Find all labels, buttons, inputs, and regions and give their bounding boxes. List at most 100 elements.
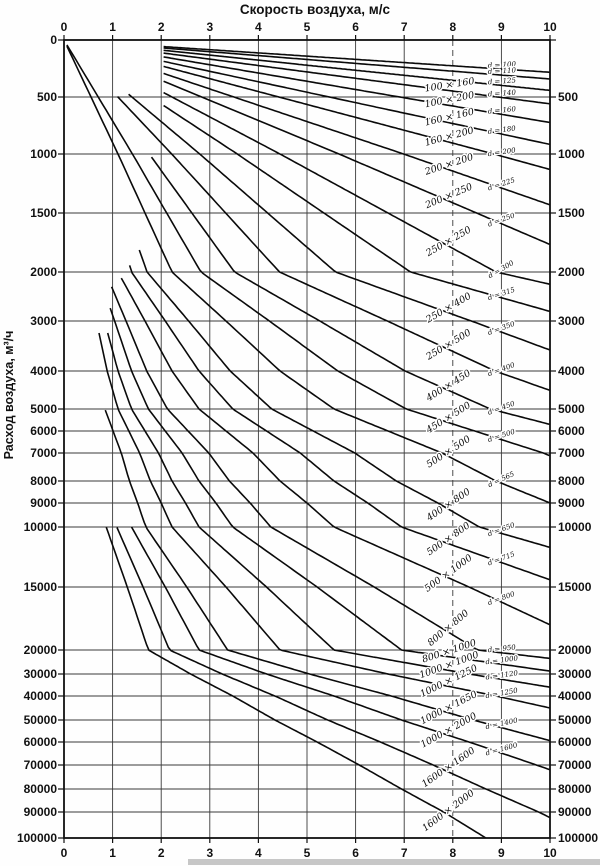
y-axis-tick-label-right: 9000 — [558, 496, 585, 510]
y-axis-tick-label-left: 1000 — [30, 147, 57, 161]
x-axis-tick-label-bottom: 6 — [352, 846, 359, 860]
y-axis-tick-label-left: 500 — [37, 90, 57, 104]
y-axis-tick-label-right: 30000 — [558, 667, 592, 681]
x-axis-tick-label-bottom: 7 — [401, 846, 408, 860]
duct-line-8 — [163, 80, 551, 246]
y-axis-tick-label-right: 8000 — [558, 474, 585, 488]
x-axis-tick-label-top: 6 — [352, 20, 359, 34]
y-axis-tick-label-left: 80000 — [24, 782, 58, 796]
duct-line-16 — [138, 249, 551, 549]
y-axis-tick-label-left: 6000 — [30, 424, 57, 438]
y-axis-tick-label-right: 1000 — [558, 147, 585, 161]
y-axis-tick-label-right: 10000 — [558, 520, 592, 534]
duct-line-7 — [163, 72, 551, 206]
y-axis-tick-label-right: 15000 — [558, 580, 592, 594]
rect-duct-size-label: 160 × 160 — [424, 106, 475, 128]
x-axis-tick-label-top: 0 — [61, 20, 68, 34]
y-axis-tick-label-left: 0 — [50, 33, 57, 47]
y-axis-tick-label-left: 90000 — [24, 805, 58, 819]
y-axis-tick-label-right: 100000 — [558, 831, 598, 845]
duct-line-3 — [163, 52, 551, 105]
duct-line-12 — [116, 96, 551, 392]
y-axis-tick-label-right: 3000 — [558, 314, 585, 328]
rect-duct-size-label: 400 × 450 — [424, 368, 473, 404]
rect-duct-size-label: 500 × 1000 — [423, 553, 475, 595]
x-axis-tick-label-top: 4 — [255, 20, 262, 34]
duct-line-5 — [163, 60, 551, 146]
y-axis-tick-label-right: 70000 — [558, 758, 592, 772]
duct-line-14 — [66, 44, 551, 457]
x-axis-tick-label-top: 3 — [206, 20, 213, 34]
duct-line-10 — [163, 104, 551, 313]
y-axis-tick-label-left: 30000 — [24, 667, 58, 681]
rect-duct-size-label: 1600 × 1600 — [420, 745, 477, 790]
rect-duct-size-label: 200 × 200 — [423, 152, 475, 178]
x-axis-tick-label-bottom: 3 — [206, 846, 213, 860]
duct-line-0 — [163, 45, 551, 74]
duct-line-24 — [130, 526, 551, 771]
x-axis-tick-label-bottom: 1 — [109, 846, 116, 860]
diameter-label: d = 140 — [488, 89, 517, 99]
y-axis-tick-label-right: 80000 — [558, 782, 592, 796]
scan-artifact-bar — [188, 859, 600, 865]
duct-line-17 — [128, 265, 551, 581]
y-axis-tick-label-right: 2000 — [558, 265, 585, 279]
duct-line-21 — [106, 332, 551, 688]
duct-line-2 — [163, 49, 551, 92]
y-axis-tick-label-right: 40000 — [558, 689, 592, 703]
y-axis-tick-label-left: 20000 — [24, 643, 58, 657]
x-axis-tick-label-bottom: 8 — [449, 846, 456, 860]
duct-line-22 — [98, 332, 551, 709]
duct-line-4 — [163, 56, 551, 124]
y-axis-tick-label-left: 40000 — [24, 689, 58, 703]
y-axis-tick-label-right: 7000 — [558, 446, 585, 460]
diameter-label: d = 160 — [487, 105, 516, 115]
x-axis-tick-label-bottom: 9 — [498, 846, 505, 860]
duct-line-23 — [104, 409, 551, 742]
diameter-label: d = 125 — [488, 76, 517, 86]
x-axis-tick-label-top: 5 — [304, 20, 311, 34]
y-axis-tick-label-left: 3000 — [30, 314, 57, 328]
y-axis-tick-label-left: 100000 — [17, 831, 57, 845]
rect-duct-size-label: 200 × 250 — [423, 181, 474, 211]
x-axis-tick-label-bottom: 5 — [304, 846, 311, 860]
duct-line-13 — [150, 156, 551, 426]
x-axis-tick-label-top: 7 — [401, 20, 408, 34]
y-axis-title: Расход воздуха, м³/ч — [2, 331, 16, 460]
x-axis-tick-label-top: 2 — [158, 20, 165, 34]
y-axis-tick-label-left: 4000 — [30, 364, 57, 378]
y-axis-tick-label-left: 1500 — [30, 206, 57, 220]
x-axis-tick-label-top: 10 — [543, 20, 557, 34]
y-axis-tick-label-left: 70000 — [24, 758, 58, 772]
y-axis-tick-label-right: 4000 — [558, 364, 585, 378]
duct-line-9 — [163, 91, 551, 286]
x-axis-tick-label-top: 9 — [498, 20, 505, 34]
x-axis-tick-label-bottom: 2 — [158, 846, 165, 860]
rect-duct-size-label: 500 × 800 — [425, 520, 472, 558]
duct-line-26 — [105, 527, 487, 839]
y-axis-tick-label-right: 50000 — [558, 713, 592, 727]
y-axis-tick-label-left: 5000 — [30, 402, 57, 416]
diameter-label: d = 950 — [487, 643, 516, 654]
duct-line-6 — [163, 65, 551, 171]
duct-line-1 — [163, 47, 551, 80]
x-axis-tick-label-top: 1 — [109, 20, 116, 34]
y-axis-tick-label-left: 2000 — [30, 265, 57, 279]
duct-line-19 — [110, 286, 551, 660]
duct-line-15 — [66, 45, 551, 504]
y-axis-tick-label-right: 60000 — [558, 735, 592, 749]
y-axis-tick-label-left: 9000 — [30, 496, 57, 510]
x-axis-tick-label-bottom: 4 — [255, 846, 262, 860]
diameter-label: d = 180 — [487, 124, 516, 135]
duct-line-25 — [116, 527, 551, 819]
x-axis-tick-label-bottom: 0 — [61, 846, 68, 860]
y-axis-tick-label-left: 8000 — [30, 474, 57, 488]
duct-line-20 — [109, 307, 551, 672]
rect-duct-size-label: 160 × 200 — [424, 125, 475, 149]
y-axis-tick-label-left: 7000 — [30, 446, 57, 460]
y-axis-tick-label-left: 15000 — [24, 580, 58, 594]
y-axis-tick-label-right: 90000 — [558, 805, 592, 819]
x-axis-tick-label-bottom: 10 — [543, 846, 557, 860]
diameter-label: d = 100 — [488, 60, 517, 69]
